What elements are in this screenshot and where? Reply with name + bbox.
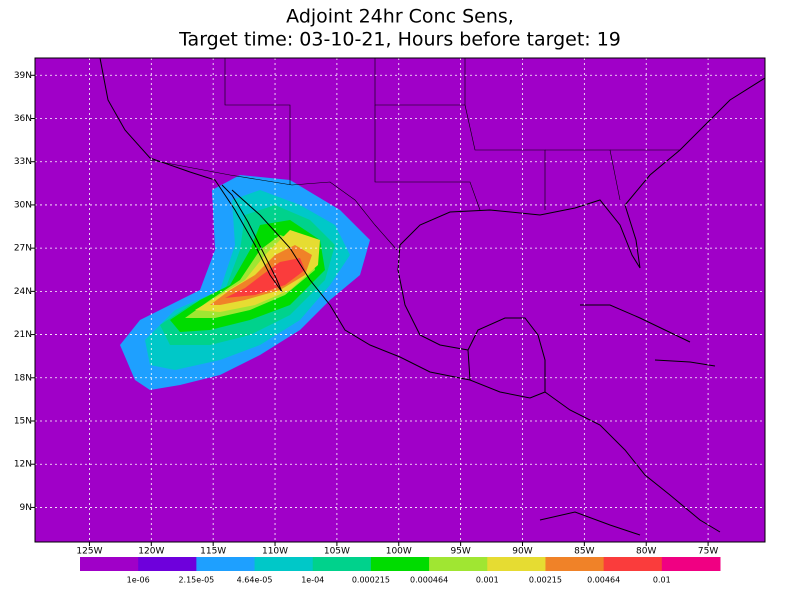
color-swatch: [661, 557, 721, 571]
color-swatch: [603, 557, 663, 571]
colorbar-label: 4.64e-05: [237, 576, 273, 585]
x-tick-label: 110W: [262, 547, 288, 557]
x-tick-label: 100W: [386, 547, 412, 557]
coastlines: [99, 57, 766, 536]
color-swatch: [312, 557, 372, 571]
y-tick-label: 27N: [14, 244, 32, 254]
color-swatch: [429, 557, 488, 571]
border: [464, 104, 546, 210]
border: [374, 58, 466, 106]
x-tick-label: 105W: [324, 547, 350, 557]
colorbar-label: 0.001: [476, 576, 499, 585]
x-tick-label: 95W: [450, 547, 470, 557]
x-tick-label: 120W: [138, 547, 164, 557]
y-tick-label: 9N: [20, 503, 32, 513]
x-tick-label: 125W: [76, 547, 102, 557]
coastline: [99, 57, 283, 293]
coastline: [580, 304, 691, 343]
colorbar-label: 0.00215: [529, 576, 562, 585]
coastline: [397, 77, 766, 351]
color-swatch: [487, 557, 546, 571]
color-swatch: [138, 557, 197, 571]
contour: [225, 258, 305, 298]
color-swatch: [254, 557, 314, 571]
coastline: [544, 391, 721, 533]
y-tick-label: 12N: [14, 460, 32, 470]
x-tick-label: 90W: [512, 547, 532, 557]
x-tick-label: 115W: [200, 547, 226, 557]
map-frame: [34, 57, 766, 543]
y-tick-label: 30N: [14, 200, 32, 210]
colorbar-label: 0.000215: [352, 576, 390, 585]
colorbar-label: 1e-06: [127, 576, 150, 585]
colorbar-label: 0.01: [653, 576, 671, 585]
colorbar-label: 1e-04: [301, 576, 324, 585]
y-tick-label: 33N: [14, 157, 32, 167]
y-tick-label: 18N: [14, 373, 32, 383]
y-tick-label: 24N: [14, 287, 32, 297]
border: [224, 58, 291, 185]
y-tick-label: 36N: [14, 114, 32, 124]
coastline: [539, 511, 641, 536]
color-swatch: [196, 557, 256, 571]
coastline: [467, 317, 546, 392]
contour: [210, 245, 312, 305]
border: [149, 159, 398, 251]
y-tick-label: 21N: [14, 330, 32, 340]
color-swatch: [80, 557, 139, 571]
map-background: [35, 58, 765, 542]
coastline: [654, 359, 716, 367]
color-swatch: [370, 557, 430, 571]
colorbar-label: 0.00464: [587, 576, 620, 585]
x-tick-label: 75W: [698, 547, 718, 557]
title-line: Adjoint 24hr Conc Sens,: [286, 6, 514, 28]
colorbar-label: 0.000464: [410, 576, 448, 585]
colorbar-label: 2.15e-05: [178, 576, 214, 585]
colorbar: 1e-06 2.15e-05 4.64e-05 1e-04 0.000215 0.0004…: [80, 557, 721, 585]
title-line: Target time: 03-10-21, Hours before targ…: [178, 29, 621, 51]
x-tick-label: 80W: [636, 547, 656, 557]
y-tick-label: 15N: [14, 417, 32, 427]
sensitivity-field: [120, 175, 370, 390]
color-swatch: [545, 557, 605, 571]
border: [374, 105, 481, 211]
x-tick-label: 85W: [574, 547, 594, 557]
y-tick-label: 39N: [14, 71, 32, 81]
